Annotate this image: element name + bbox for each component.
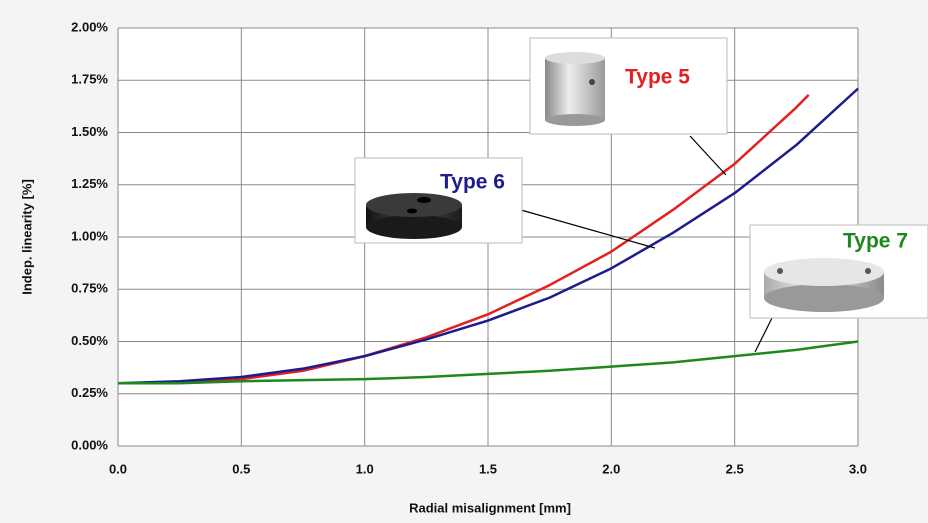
x-tick-label: 1.5 — [479, 461, 497, 476]
part-image — [366, 193, 462, 239]
x-tick-label: 2.0 — [602, 461, 620, 476]
y-tick-label: 0.25% — [71, 385, 108, 400]
x-axis-title: Radial misalignment [mm] — [409, 500, 571, 515]
y-tick-label: 0.00% — [71, 437, 108, 452]
series-label: Type 5 — [625, 66, 690, 89]
part-image — [764, 258, 884, 312]
y-tick-label: 0.50% — [71, 333, 108, 348]
x-tick-label: 3.0 — [849, 461, 867, 476]
y-tick-label: 2.00% — [71, 19, 108, 34]
x-tick-label: 0.5 — [232, 461, 250, 476]
x-tick-label: 0.0 — [109, 461, 127, 476]
series-label: Type 6 — [440, 171, 505, 194]
x-tick-label: 2.5 — [726, 461, 744, 476]
y-tick-label: 1.00% — [71, 228, 108, 243]
y-tick-label: 1.25% — [71, 176, 108, 191]
x-tick-label: 1.0 — [356, 461, 374, 476]
y-tick-label: 1.75% — [71, 72, 108, 87]
y-tick-label: 1.50% — [71, 124, 108, 139]
series-label: Type 7 — [843, 230, 908, 253]
part-image — [545, 52, 605, 126]
y-axis-title: Indep. linearity [%] — [19, 179, 34, 295]
y-tick-label: 0.75% — [71, 281, 108, 296]
chart: Radial misalignment [mm] Indep. linearit… — [0, 0, 928, 523]
